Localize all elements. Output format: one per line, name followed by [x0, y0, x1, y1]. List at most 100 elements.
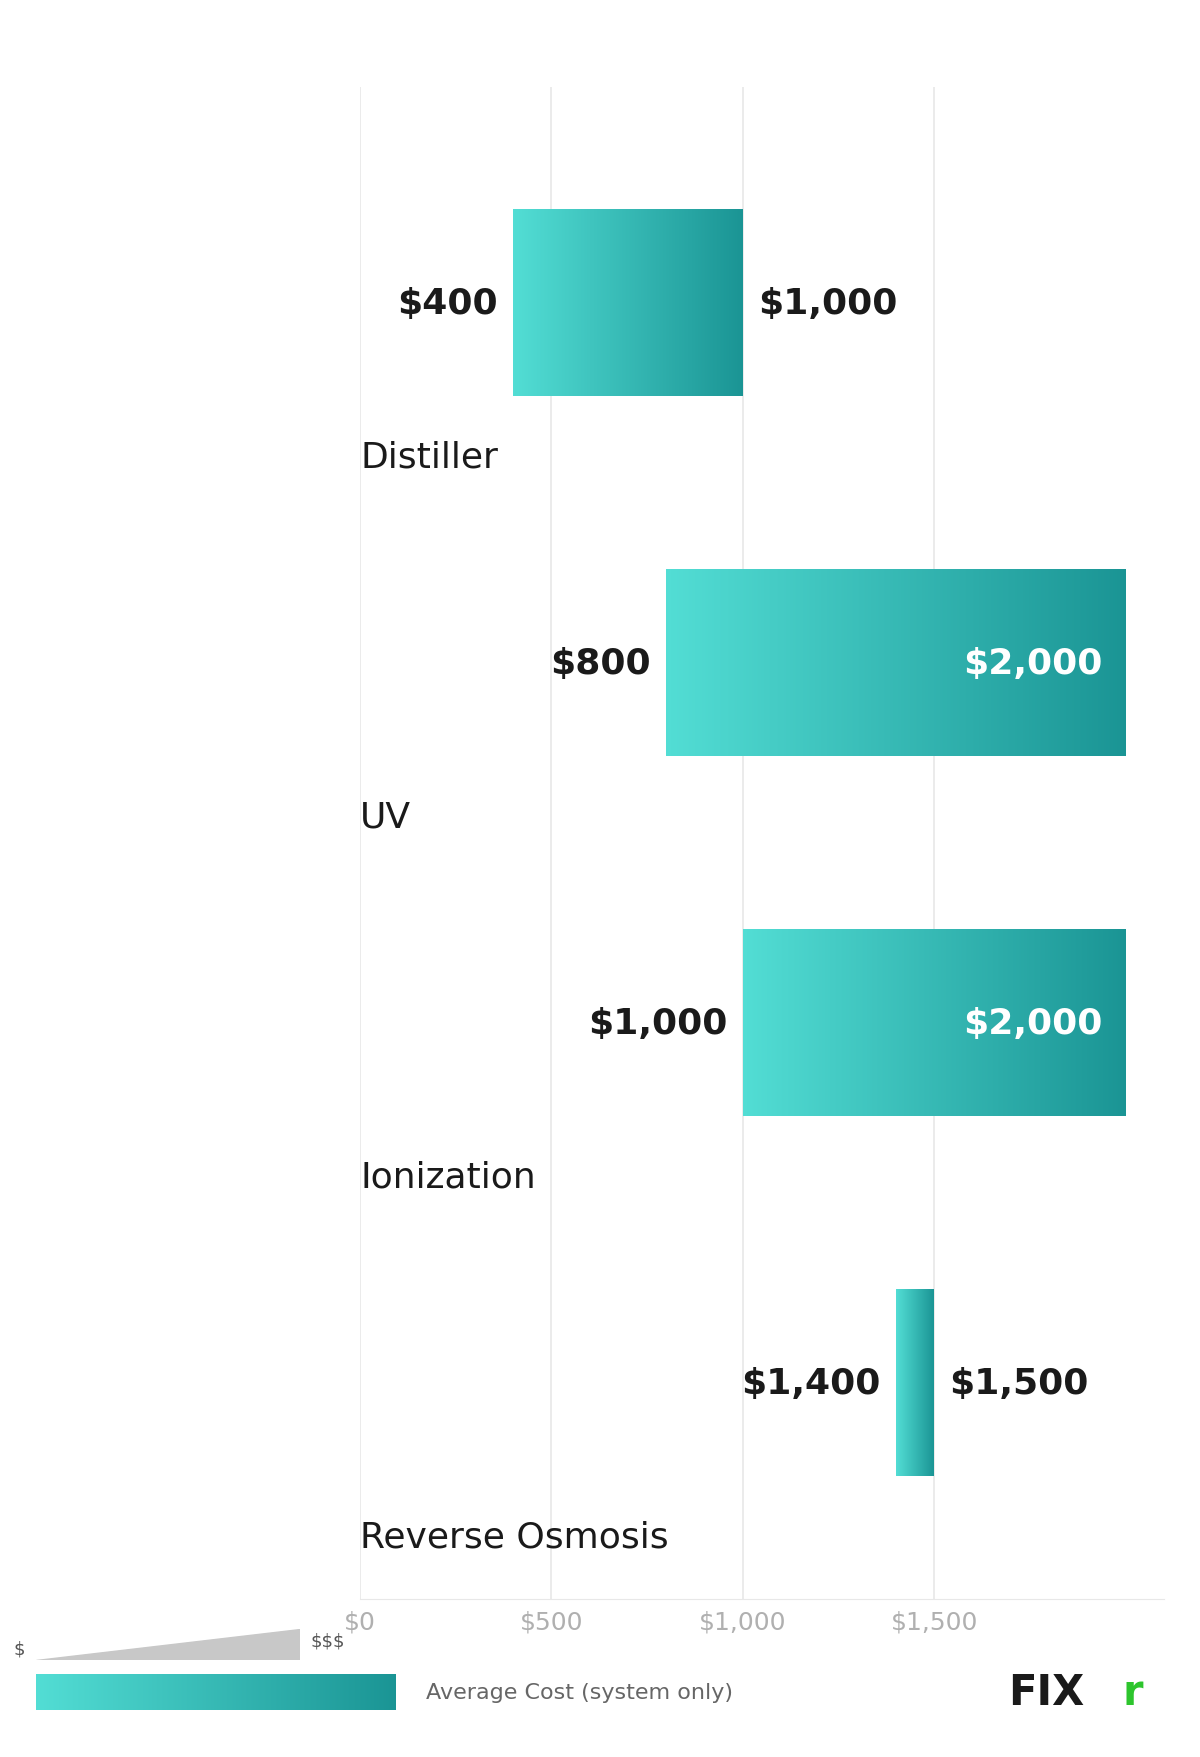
- Bar: [130, 1674, 131, 1710]
- Bar: [1030, 929, 1031, 1117]
- Bar: [886, 569, 887, 757]
- Bar: [1099, 929, 1100, 1117]
- Bar: [800, 929, 802, 1117]
- Bar: [83, 1674, 84, 1710]
- Bar: [77, 1674, 78, 1710]
- Bar: [163, 1674, 164, 1710]
- Bar: [1001, 929, 1002, 1117]
- Bar: [725, 569, 726, 757]
- Bar: [1108, 929, 1109, 1117]
- Bar: [868, 929, 869, 1117]
- Bar: [133, 1674, 134, 1710]
- Bar: [898, 929, 899, 1117]
- Bar: [823, 929, 824, 1117]
- Bar: [802, 929, 803, 1117]
- Bar: [335, 1674, 336, 1710]
- Bar: [1004, 569, 1007, 757]
- Bar: [355, 1674, 356, 1710]
- Bar: [70, 1674, 71, 1710]
- Bar: [1057, 929, 1058, 1117]
- Bar: [794, 929, 796, 1117]
- Bar: [756, 929, 757, 1117]
- Bar: [73, 1674, 74, 1710]
- Bar: [115, 1674, 116, 1710]
- Text: $800: $800: [551, 647, 650, 680]
- Bar: [686, 569, 688, 757]
- Bar: [761, 929, 762, 1117]
- Bar: [760, 929, 761, 1117]
- Bar: [804, 929, 805, 1117]
- Bar: [1086, 569, 1087, 757]
- Text: $1,500: $1,500: [949, 1365, 1088, 1400]
- Bar: [960, 569, 962, 757]
- Bar: [1026, 569, 1027, 757]
- Bar: [1108, 569, 1109, 757]
- Text: r: r: [1122, 1671, 1142, 1713]
- Bar: [211, 1674, 212, 1710]
- Bar: [236, 1674, 238, 1710]
- Bar: [1038, 569, 1040, 757]
- Bar: [1105, 929, 1106, 1117]
- Bar: [67, 1674, 68, 1710]
- Bar: [799, 929, 800, 1117]
- Bar: [881, 569, 882, 757]
- Bar: [102, 1674, 103, 1710]
- Bar: [772, 569, 774, 757]
- Bar: [286, 1674, 287, 1710]
- Bar: [314, 1674, 316, 1710]
- Bar: [65, 1674, 66, 1710]
- Bar: [298, 1674, 299, 1710]
- Bar: [1092, 569, 1093, 757]
- Bar: [1015, 929, 1016, 1117]
- Bar: [378, 1674, 379, 1710]
- Bar: [1079, 929, 1080, 1117]
- Bar: [308, 1674, 310, 1710]
- Bar: [374, 1674, 376, 1710]
- Bar: [1087, 569, 1088, 757]
- Bar: [972, 929, 974, 1117]
- Bar: [1070, 569, 1072, 757]
- Bar: [820, 929, 821, 1117]
- Bar: [1049, 569, 1051, 757]
- Bar: [976, 929, 977, 1117]
- Bar: [788, 569, 791, 757]
- Bar: [990, 929, 991, 1117]
- Bar: [1079, 569, 1080, 757]
- Bar: [757, 929, 758, 1117]
- Bar: [228, 1674, 229, 1710]
- Bar: [857, 929, 858, 1117]
- Bar: [155, 1674, 156, 1710]
- Bar: [114, 1674, 115, 1710]
- Bar: [226, 1674, 227, 1710]
- Bar: [96, 1674, 97, 1710]
- Bar: [54, 1674, 55, 1710]
- Bar: [887, 569, 888, 757]
- Polygon shape: [36, 1629, 300, 1660]
- Bar: [698, 569, 700, 757]
- Bar: [304, 1674, 305, 1710]
- Bar: [1102, 569, 1103, 757]
- Bar: [1068, 569, 1069, 757]
- Bar: [882, 569, 883, 757]
- Bar: [990, 569, 991, 757]
- Bar: [1124, 929, 1126, 1117]
- Bar: [860, 569, 863, 757]
- Bar: [1064, 569, 1066, 757]
- Text: $400: $400: [397, 286, 498, 322]
- Bar: [889, 929, 890, 1117]
- Bar: [224, 1674, 226, 1710]
- Bar: [146, 1674, 148, 1710]
- Bar: [1093, 569, 1096, 757]
- Bar: [833, 569, 835, 757]
- Bar: [836, 929, 838, 1117]
- Bar: [334, 1674, 335, 1710]
- Bar: [904, 929, 905, 1117]
- Bar: [962, 569, 964, 757]
- Bar: [1060, 569, 1061, 757]
- Bar: [208, 1674, 209, 1710]
- Bar: [269, 1674, 270, 1710]
- Bar: [251, 1674, 252, 1710]
- Bar: [832, 929, 834, 1117]
- Bar: [900, 929, 901, 1117]
- Bar: [949, 929, 950, 1117]
